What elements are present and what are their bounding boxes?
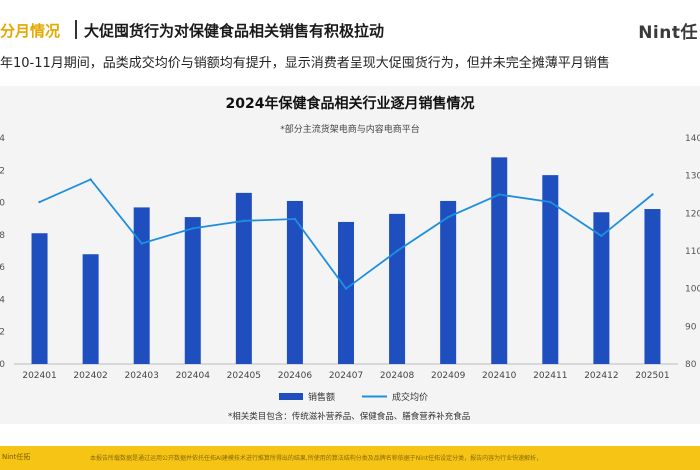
x-tick-label: 202410	[482, 371, 517, 381]
bar	[31, 233, 48, 364]
x-tick-label: 202412	[584, 371, 618, 381]
bar	[235, 192, 252, 364]
line-point	[549, 200, 552, 204]
title-divider	[75, 20, 77, 39]
left-tick-label: 4	[0, 134, 5, 144]
x-tick-label: 202407	[329, 371, 363, 381]
line-point	[140, 242, 143, 245]
line-point	[38, 200, 41, 204]
left-tick-label: 2	[0, 328, 5, 338]
x-tick-label: 202405	[227, 371, 261, 381]
x-tick-label: 202403	[125, 371, 159, 381]
section-label: 分月情况	[0, 22, 61, 40]
footer-disclaimer: 本报告所载数据是通过运用公开数据并依托任拓AI建模技术进行推算所得出的结果,所使…	[90, 455, 543, 462]
line-point	[242, 219, 246, 223]
x-tick-label: 202411	[533, 371, 567, 381]
right-tick-label: 120	[685, 209, 700, 219]
bar	[184, 217, 201, 364]
right-tick-label: 140	[685, 134, 700, 144]
left-tick-label: 8	[0, 231, 5, 241]
line-point	[600, 234, 603, 238]
legend-label: 成交均价	[392, 391, 428, 403]
line-point	[395, 249, 399, 253]
left-tick-label: 2	[0, 166, 5, 176]
line-point	[344, 287, 348, 290]
line-point	[651, 193, 654, 196]
x-tick-label: 202406	[278, 371, 313, 381]
x-tick-label: 202404	[176, 371, 211, 381]
chart-title: 2024年保健食品相关行业逐月销售情况	[226, 95, 475, 112]
right-tick-label: 90	[685, 322, 697, 332]
brand-logo: Nint任	[638, 23, 698, 43]
bar	[440, 200, 457, 364]
bar	[286, 200, 303, 364]
x-tick-label: 202501	[635, 371, 669, 381]
x-tick-label: 202409	[431, 371, 466, 381]
right-tick-label: 80	[685, 360, 697, 370]
left-tick-label: 4	[0, 295, 5, 305]
chart-note: *相关类目包含：传统滋补营养品、保健食品、膳食营养补充食品	[228, 411, 470, 422]
bar-series	[31, 157, 661, 364]
page-subtitle: 年10-11月期间，品类成交均价与销额均有提升，显示消费者呈现大促囤货行为，但并…	[0, 56, 610, 71]
bar	[644, 209, 661, 364]
chart: 2024年保健食品相关行业逐月销售情况 *部分主流货架电商与内容电商平台 0 2 4…	[0, 95, 700, 422]
bar	[338, 221, 354, 364]
line-series	[38, 178, 654, 290]
right-tick-label: 130	[685, 172, 700, 182]
x-tick-label: 202408	[380, 371, 415, 381]
bar	[389, 213, 406, 364]
bar	[133, 207, 150, 364]
left-tick-label: 6	[0, 263, 5, 273]
left-tick-label: 0	[0, 360, 5, 370]
page-title: 大促囤货行为对保健食品相关销售有积极拉动	[84, 22, 385, 40]
x-tick-label: 202402	[73, 371, 107, 381]
line-point	[498, 193, 501, 196]
header: 分月情况 大促囤货行为对保健食品相关销售有积极拉动 Nint任 年10-11月期…	[0, 0, 700, 71]
chart-subtitle: *部分主流货架电商与内容电商平台	[280, 123, 420, 135]
x-tick-label: 202401	[22, 371, 56, 381]
bar	[542, 175, 559, 364]
bar	[82, 254, 99, 364]
line-point	[293, 217, 297, 221]
line-point	[89, 178, 92, 181]
legend-swatch-bar	[279, 393, 303, 400]
bar	[593, 212, 610, 364]
line-point	[446, 215, 450, 219]
chart-panel: 2024年保健食品相关行业逐月销售情况 *部分主流货架电商与内容电商平台 0 2 4…	[0, 86, 700, 424]
line-point	[191, 227, 194, 230]
bar	[491, 157, 508, 364]
legend-label: 销售额	[308, 391, 335, 403]
footer: Nint任拓 本报告所载数据是通过运用公开数据并依托任拓AI建模技术进行推算所得…	[0, 446, 700, 470]
left-tick-label: 0	[0, 199, 5, 209]
right-tick-label: 100	[685, 285, 700, 295]
chart-legend: 销售额 成交均价	[279, 391, 428, 403]
footer-brand: Nint任拓	[2, 453, 31, 461]
right-tick-label: 110	[685, 247, 700, 257]
